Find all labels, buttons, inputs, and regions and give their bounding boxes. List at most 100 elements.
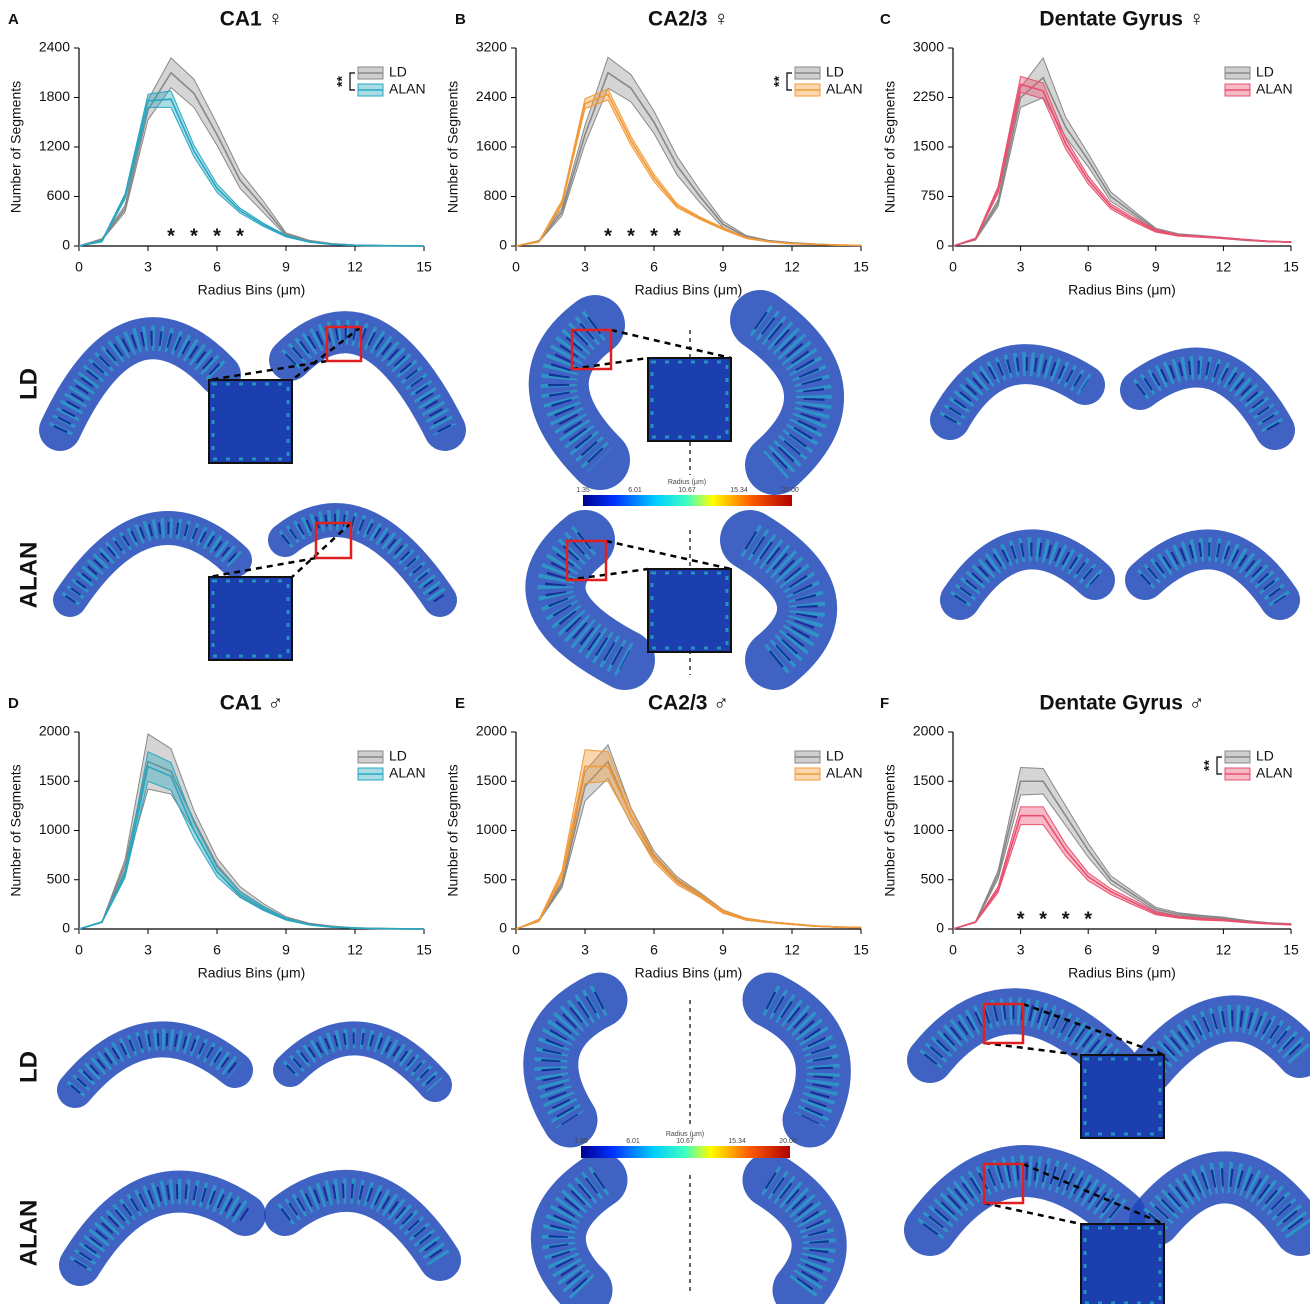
significance-star: * [673,225,681,247]
panel-letter: C [880,11,891,28]
x-tick-label: 12 [347,259,363,275]
x-tick-label: 0 [75,942,83,958]
y-axis-label: Number of Segments [8,764,24,896]
significance-star: * [604,225,612,247]
row-label: ALAN [15,1200,42,1267]
vessel-texture [1143,1161,1310,1240]
significance-star: * [167,225,175,247]
legend-label: ALAN [389,765,426,781]
y-tick-label: 2000 [476,723,507,739]
zoom-line [566,567,649,582]
x-axis-label: Radius Bins (μm) [1068,965,1176,981]
x-axis-label: Radius Bins (μm) [635,965,743,981]
x-tick-label: 3 [581,942,589,958]
significance-star: * [236,225,244,247]
colorbar-tick: 1.35 [574,1138,588,1145]
zoom-line [291,522,352,578]
x-tick-label: 9 [719,259,727,275]
zoom-inset [647,568,732,653]
y-tick-label: 0 [499,237,507,253]
y-tick-label: 3200 [476,39,507,55]
y-axis-label: Number of Segments [445,764,461,896]
vessel-texture [749,305,833,479]
y-tick-label: 2400 [476,88,507,104]
panel-letter: D [8,695,19,712]
row-label: LD [15,1051,42,1083]
series-line [515,71,862,247]
vessel-texture [541,991,605,1126]
chart-title: CA1 ♀ [220,8,284,31]
y-axis-label: Number of Segments [8,81,24,213]
significance-star: * [627,225,635,247]
zoom-inset [208,576,293,661]
x-tick-label: 0 [512,259,520,275]
legend-label: ALAN [389,81,426,97]
legend-label: ALAN [1256,765,1293,781]
x-tick-label: 12 [1216,259,1232,275]
row-label: LD [15,368,42,400]
inset-texture [211,382,290,461]
colorbar-scale [581,1146,790,1158]
y-tick-label: 1800 [39,88,70,104]
x-tick-label: 3 [144,942,152,958]
x-tick-label: 15 [416,259,432,275]
x-tick-label: 6 [650,942,658,958]
x-tick-label: 15 [853,259,869,275]
roi-box [982,1002,1025,1045]
chart-title: CA1 ♂ [220,692,284,715]
roi-box [325,325,363,363]
vessel-image [940,529,1115,620]
vessel-image [525,510,655,690]
y-tick-label: 0 [936,237,944,253]
significance-label: ** [1201,760,1217,771]
x-tick-label: 3 [144,259,152,275]
row-label: ALAN [15,542,42,609]
series-line [515,765,862,930]
x-tick-label: 9 [1152,259,1160,275]
legend-label: ALAN [826,765,863,781]
chart: F Dentate Gyrus ♂ 0 500 1000 1500 2000 0 3 6 9 12 15… [880,692,1299,981]
colorbar-title: Radius (μm) [668,479,706,486]
significance-star: * [1017,908,1025,930]
x-axis-label: Radius Bins (μm) [1068,282,1176,298]
series-line [515,93,862,247]
legend-label: ALAN [826,81,863,97]
panel-letter: B [455,11,466,28]
zoom-line [983,1201,1082,1226]
zoom-line [208,359,328,382]
x-tick-label: 15 [853,942,869,958]
vessel-texture [548,1171,606,1297]
x-tick-label: 0 [512,942,520,958]
roi-box [982,1162,1025,1205]
inset-texture [650,360,729,439]
y-tick-label: 2400 [39,39,70,55]
significance-bracket [349,72,355,91]
x-tick-label: 3 [1017,259,1025,275]
chart-title: Dentate Gyrus ♂ [1039,692,1204,715]
vessel-texture [66,1028,242,1098]
series-line [78,765,425,930]
vessel-texture [540,310,613,473]
significance-star: * [213,225,221,247]
significance-label: ** [334,76,350,87]
x-tick-label: 15 [1283,259,1299,275]
y-tick-label: 500 [921,870,945,886]
x-tick-label: 6 [213,259,221,275]
vessel-texture [281,514,445,604]
inset-texture [1083,1057,1162,1136]
legend-label: LD [826,748,844,764]
vessel-texture [277,1178,451,1267]
legend-label: LD [1256,748,1274,764]
zoom-line [983,1041,1082,1057]
y-axis-label: Number of Segments [882,764,898,896]
error-band [952,806,1292,930]
colorbar-title: Radius (μm) [666,1131,704,1138]
y-axis-label: Number of Segments [882,81,898,213]
series-line [952,780,1292,930]
x-tick-label: 15 [1283,942,1299,958]
y-tick-label: 1000 [39,821,70,837]
zoom-inset [1080,1223,1165,1304]
roi-box [565,539,608,582]
x-tick-label: 6 [650,259,658,275]
vessel-texture [922,1162,1126,1236]
